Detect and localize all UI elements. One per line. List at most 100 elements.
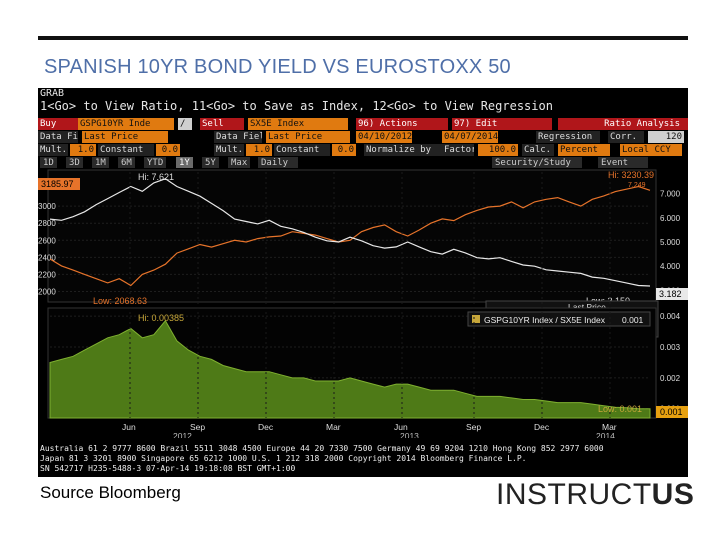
mult-value-2[interactable]: 1.0 [246, 144, 272, 156]
price-legend-title: Last Price [568, 302, 606, 312]
command-line[interactable]: 1<Go> to View Ratio, 11<Go> to Save as I… [40, 99, 553, 113]
left-tick-label: 2200 [38, 270, 56, 279]
x-axis-years: 2012 2013 2014 [173, 431, 615, 438]
right-tick-label: 5.000 [660, 238, 681, 247]
x-year-label: 2014 [596, 431, 615, 438]
right-tick-label: 4.000 [660, 262, 681, 271]
constant-label-2: Constant [274, 144, 330, 156]
tab-ytd[interactable]: YTD [144, 157, 167, 169]
security-study-button[interactable]: Security/Study [492, 157, 582, 169]
brand-logo-light: INSTRUCT [496, 478, 652, 511]
ratio-legend[interactable]: GSPG10YR Index / SX5E Index 0.001 [467, 311, 651, 327]
footer-line-3: SN 542717 H235-5488-3 07-Apr-14 19:18:08… [40, 464, 296, 473]
ratio-analysis-title: Ratio Analysis [558, 118, 688, 130]
x-tick-label: Jun [394, 422, 408, 432]
x-tick-label: Dec [534, 422, 550, 432]
corr-label: Corr. [608, 131, 644, 143]
left-price-flag [38, 178, 80, 190]
edit-menu[interactable]: 97) Edit [452, 118, 552, 130]
constant-value-1[interactable]: 0.0 [156, 144, 180, 156]
x-tick-label: Jun [122, 422, 136, 432]
constant-label-1: Constant [98, 144, 154, 156]
actions-menu[interactable]: 96) Actions [356, 118, 448, 130]
top-rule [38, 36, 688, 40]
hi-label: Hi: 7.621 [138, 172, 174, 182]
data-field-toolbar: Data Field Last Price Data Field Last Pr… [38, 131, 688, 143]
x-tick-label: Sep [466, 422, 481, 432]
security1-field[interactable]: GSPG10YR Inde [78, 118, 174, 130]
x-year-label: 2012 [173, 431, 192, 438]
gspg10yr-series-line [49, 178, 651, 287]
ratio-tick-label: 0.004 [660, 312, 681, 321]
data-field-select-2[interactable]: Last Price [266, 131, 350, 143]
calc-select[interactable]: Percent [558, 144, 610, 156]
x-tick-label: Mar [326, 422, 341, 432]
mult-value-1[interactable]: 1.0 [70, 144, 96, 156]
ratio-flag-text: 0.001 [660, 407, 683, 417]
sx5e-series-line [49, 185, 651, 287]
normalize-toggle[interactable]: Normalize by [364, 144, 442, 156]
ratio-panel: 0.004 0.003 0.002 0.001 Hi: 0.00385 Low: 0.… [47, 307, 688, 419]
calc-label: Calc. [522, 144, 554, 156]
ratio-tick-label: 0.002 [660, 374, 681, 383]
ratio-legend-swatch [472, 315, 480, 323]
brand-logo-bold: US [651, 478, 695, 511]
ratio-legend-value: 0.001 [622, 315, 644, 325]
ratio-operator[interactable]: / [178, 118, 192, 130]
currency-select[interactable]: Local CCY [620, 144, 682, 156]
footer-line-2: Japan 81 3 3201 8900 Singapore 65 6212 1… [40, 454, 527, 463]
source-caption: Source Bloomberg [40, 483, 181, 502]
mult-label-2: Mult. [214, 144, 244, 156]
right-price-flag-text: 3.182 [659, 289, 682, 299]
bloomberg-terminal: GRAB 1<Go> to View Ratio, 11<Go> to Save… [38, 88, 688, 477]
left-axis-ticks: 3000 2800 2600 2400 2200 2000 [38, 202, 56, 296]
hi2-label: Hi: 3230.39 [608, 170, 654, 180]
right-tick-label: 7.000 [660, 190, 681, 199]
buy-button[interactable]: Buy [38, 118, 78, 130]
brand-logo: INSTRUCTUS [496, 478, 694, 512]
ratio-chart[interactable]: 3000 2800 2600 2400 2200 2000 7.000 6.000 5.000… [38, 168, 688, 438]
ratio-hi-label: Hi: 0.00385 [138, 313, 184, 323]
frequency-select[interactable]: Daily [258, 157, 298, 169]
corr-value[interactable]: 120 [648, 131, 684, 143]
ratio-legend-box [467, 311, 651, 327]
tab-max[interactable]: Max [228, 157, 251, 169]
tab-1d[interactable]: 1D [40, 157, 57, 169]
tab-1y[interactable]: 1Y [176, 157, 193, 169]
event-button[interactable]: Event [598, 157, 648, 169]
end-date-field[interactable]: 04/07/2014 [442, 131, 498, 143]
x-tick-label: Dec [258, 422, 274, 432]
ratio-flag [656, 406, 688, 418]
mult-toolbar: Mult. 1.0 Constant 0.0 Mult. 1.0 Constan… [38, 144, 688, 156]
regression-toggle[interactable]: Regression [536, 131, 600, 143]
start-date-field[interactable]: 04/10/2012 [356, 131, 412, 143]
tab-3d[interactable]: 3D [66, 157, 83, 169]
security2-field[interactable]: SX5E Index [248, 118, 348, 130]
constant-value-2[interactable]: 0.0 [332, 144, 356, 156]
data-field-label-1: Data Field [38, 131, 78, 143]
tab-1m[interactable]: 1M [92, 157, 109, 169]
ratio-series-area [49, 319, 651, 419]
left-tick-label: 2400 [38, 253, 56, 262]
x-tick-label: Sep [190, 422, 205, 432]
mult-label-1: Mult. [38, 144, 68, 156]
ratio-tick-label: 0.003 [660, 343, 681, 352]
factor-value[interactable]: 100.0 [478, 144, 518, 156]
footer-line-1: Australia 61 2 9777 8600 Brazil 5511 304… [40, 444, 604, 453]
tab-5y[interactable]: 5Y [202, 157, 219, 169]
ratio-low-label: Low: 0.001 [598, 404, 642, 414]
right-top-flag: 7.249 [628, 182, 646, 189]
sell-button[interactable]: Sell [200, 118, 244, 130]
x-axis-ticks: Jun Sep Dec Mar Jun Sep Dec Mar [122, 172, 617, 432]
price-gridlines [50, 205, 650, 292]
data-field-select-1[interactable]: Last Price [82, 131, 168, 143]
data-field-label-2: Data Field [214, 131, 262, 143]
low-label: Low: 2068.63 [93, 296, 147, 306]
factor-label: Factor [442, 144, 474, 156]
left-tick-label: 2000 [38, 287, 56, 296]
ratio-legend-name: GSPG10YR Index / SX5E Index [484, 315, 606, 325]
left-tick-label: 2800 [38, 219, 56, 228]
slide-title: SPANISH 10YR BOND YIELD VS EUROSTOXX 50 [44, 56, 511, 78]
left-price-flag-text: 3185.97 [41, 179, 74, 189]
tab-6m[interactable]: 6M [118, 157, 135, 169]
